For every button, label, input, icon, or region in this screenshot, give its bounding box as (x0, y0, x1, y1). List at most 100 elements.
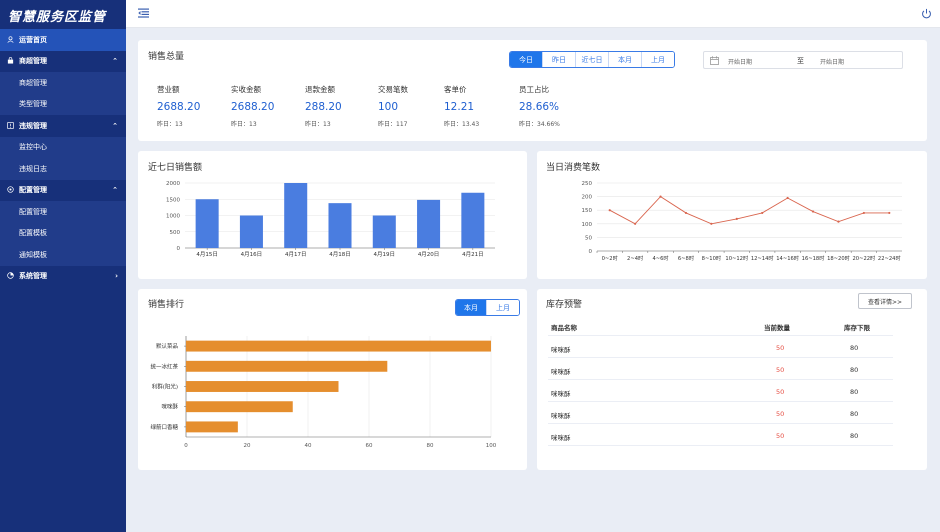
product-name: 咪咪酥 (551, 368, 571, 376)
tab-last-7-days[interactable]: 近七日 (576, 52, 609, 67)
table-row: 咪咪酥 50 80 (548, 336, 893, 358)
chevron-icon: ⌃ (112, 186, 118, 195)
sidebar-subitem[interactable]: 配置管理 (0, 201, 126, 223)
sidebar-item-label: 系统管理 (19, 272, 47, 281)
metric-label: 营业额 (157, 85, 180, 94)
series-line (609, 196, 890, 225)
table-row: 咪咪酥 50 80 (548, 358, 893, 380)
metric-previous: 昨日：13 (231, 121, 257, 128)
sidebar-subitem-label: 商超管理 (19, 78, 47, 87)
sidebar-subitem[interactable]: 商超管理 (0, 72, 126, 94)
sidebar-item[interactable]: 配置管理 ⌃ (0, 180, 126, 202)
tab-yesterday[interactable]: 昨日 (543, 52, 576, 67)
x-tick-label: 4月18日 (329, 251, 351, 258)
current-qty: 50 (776, 432, 785, 440)
weekly-sales-title: 近七日销售额 (148, 163, 203, 173)
bag-icon (6, 57, 14, 65)
min-stock: 80 (850, 432, 859, 440)
metric-value: 288.20 (305, 101, 342, 113)
y-tick-label: 500 (170, 230, 181, 236)
data-point (862, 211, 865, 215)
y-tick-label: 100 (582, 222, 593, 228)
sidebar-subitem-label: 违规日志 (19, 164, 47, 173)
tab-ranking-this-month[interactable]: 本月 (456, 300, 487, 315)
metric-label: 实收金额 (231, 85, 261, 94)
chevron-icon: ⌃ (112, 57, 118, 66)
data-point (659, 195, 662, 198)
metric-previous: 昨日：34.66% (519, 121, 560, 128)
x-tick-label: 0 (184, 443, 188, 449)
sidebar-nav: 运营首页商超管理 ⌃ 商超管理类型管理 违规管理 ⌃ 监控中心违规日志配置管理 ⌃ 配置管理配… (0, 29, 126, 287)
bar (372, 215, 396, 248)
date-separator: 至 (797, 57, 804, 65)
sidebar-subitem[interactable]: 通知模板 (0, 244, 126, 266)
metric-label: 交易笔数 (378, 85, 408, 94)
sidebar-subitem[interactable]: 类型管理 (0, 93, 126, 115)
y-tick-label: 咪咪酥 (161, 403, 178, 411)
table-row: 咪咪酥 50 80 (548, 402, 893, 424)
x-tick-label: 16~18时 (802, 254, 825, 262)
sidebar-subitem[interactable]: 监控中心 (0, 136, 126, 158)
x-tick-label: 4月15日 (196, 251, 218, 258)
power-icon[interactable] (921, 8, 932, 19)
data-point (634, 222, 637, 225)
ranking-period-tabs: 本月 上月 (455, 299, 520, 316)
bar (186, 340, 491, 352)
metric-label: 退款金额 (305, 85, 335, 94)
daily-count-card (537, 151, 927, 279)
metric-label: 客单价 (444, 85, 467, 94)
metric: 退款金额 288.20 昨日：13 (305, 84, 342, 128)
sidebar-item[interactable]: 商超管理 ⌃ (0, 51, 126, 73)
y-tick-label: 2000 (166, 181, 180, 187)
start-date-input[interactable]: 开始日期 (728, 59, 753, 66)
sidebar-item[interactable]: 系统管理 › (0, 266, 126, 288)
table-row: 咪咪酥 50 80 (548, 380, 893, 402)
ranking-title: 销售排行 (148, 300, 185, 310)
sidebar-subitem-label: 监控中心 (19, 143, 47, 152)
end-date-input[interactable]: 开始日期 (820, 59, 845, 66)
bar (186, 401, 293, 413)
metric-value: 28.66% (519, 101, 560, 113)
sidebar-subitem[interactable]: 违规日志 (0, 158, 126, 180)
bar (461, 192, 485, 248)
tab-last-month[interactable]: 上月 (642, 52, 674, 67)
sidebar-subitem-label: 配置模板 (19, 229, 47, 238)
bar (186, 421, 238, 433)
tab-this-month[interactable]: 本月 (609, 52, 642, 67)
metric: 营业额 2688.20 昨日：13 (157, 84, 200, 128)
y-tick-label: 利群(阳光) (152, 383, 178, 391)
tab-today[interactable]: 今日 (510, 52, 543, 67)
tab-ranking-last-month[interactable]: 上月 (487, 300, 519, 315)
sidebar-item[interactable]: 运营首页 (0, 29, 126, 51)
date-range-picker[interactable]: 开始日期 至 开始日期 (703, 51, 903, 69)
x-tick-label: 10~12时 (725, 254, 748, 262)
y-tick-label: 绿箭口香糖 (150, 423, 178, 431)
y-tick-label: 150 (582, 208, 593, 214)
chevron-icon: › (115, 272, 118, 281)
sidebar-item[interactable]: 违规管理 ⌃ (0, 115, 126, 137)
sidebar-item-label: 运营首页 (19, 35, 47, 44)
col-min-stock: 库存下限 (844, 324, 870, 332)
weekly-sales-chart: 0 500 1000 1500 2000 4月15日 4月16日 4月17日 4月18日 4月19… (166, 181, 495, 258)
metric-value: 12.21 (444, 101, 475, 113)
bar (417, 199, 441, 248)
bar (284, 183, 308, 248)
metric-value: 2688.20 (157, 101, 201, 113)
bar (186, 360, 388, 372)
y-tick-label: 1000 (166, 214, 180, 220)
data-point (761, 211, 764, 215)
menu-toggle-icon[interactable] (138, 8, 149, 18)
min-stock: 80 (850, 366, 859, 374)
sidebar: 智慧服务区监管 运营首页 商超管理 ⌃ 商超管理 类型管理 违规管理 ⌃ 监控中心 违规日志 配置… (0, 0, 126, 532)
current-qty: 50 (776, 410, 785, 418)
sidebar-subitem-label: 通知模板 (19, 250, 47, 259)
col-product-name: 商品名称 (551, 324, 577, 332)
x-tick-label: 40 (305, 443, 312, 449)
metric: 实收金额 2688.20 昨日：13 (231, 84, 274, 128)
view-details-button[interactable]: 查看详情>> (858, 293, 912, 309)
sidebar-subitem[interactable]: 配置模板 (0, 222, 126, 244)
metric-previous: 昨日：13 (157, 121, 183, 128)
daily-count-title: 当日消费笔数 (546, 163, 601, 173)
x-tick-label: 12~14时 (751, 254, 774, 262)
